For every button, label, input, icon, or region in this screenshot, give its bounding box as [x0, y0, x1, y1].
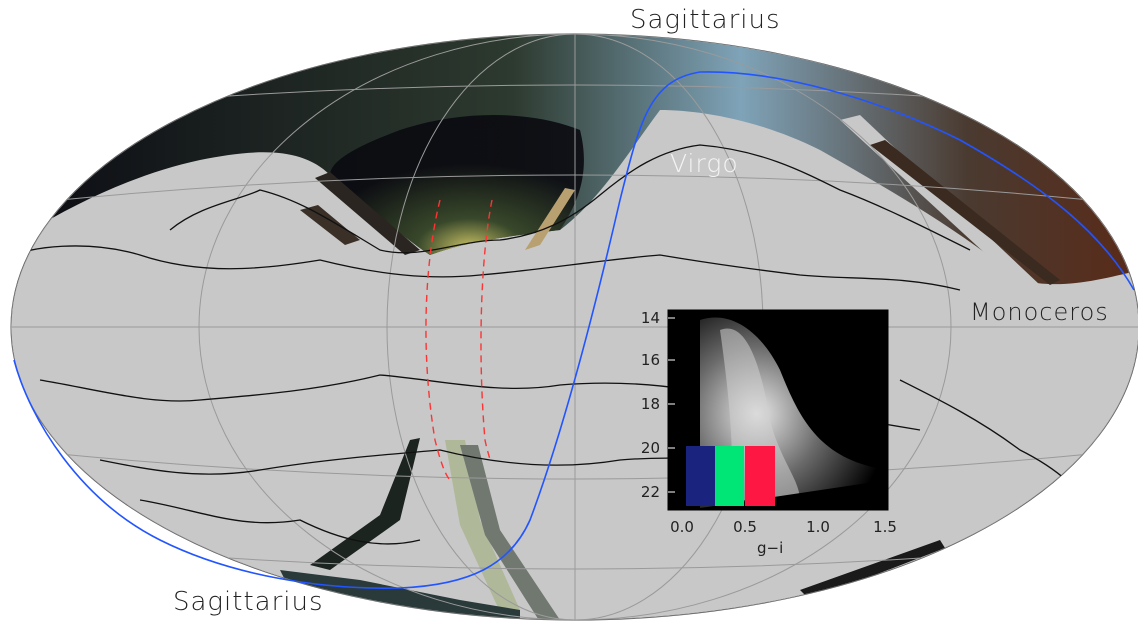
inset-x-tick-label: 0.5: [733, 518, 757, 536]
north-stripe: [870, 140, 1060, 285]
inset-y-tick-label: 16: [641, 351, 660, 369]
inset-y-ticks: 14 16 18 20 22: [641, 309, 675, 501]
south-stripe: [460, 445, 560, 620]
north-stripe: [315, 172, 420, 255]
inset-y-tick-label: 14: [641, 309, 660, 327]
inset-xlabel: g−i: [757, 539, 783, 557]
inset-x-tick-label: 0.0: [670, 518, 694, 536]
inset-y-tick-label: 18: [641, 395, 660, 413]
red-dashed-curves: [425, 199, 493, 481]
label-sagittarius-top: Sagittarius: [630, 5, 781, 35]
south-stripe: [310, 438, 420, 570]
inset-y-tick-label: 22: [641, 483, 660, 501]
north-glow: [330, 115, 584, 255]
inset-y-tick-label: 20: [641, 439, 660, 457]
inset-x-ticks: 0.0 0.5 1.0 1.5: [670, 518, 897, 536]
north-stripe: [300, 205, 360, 245]
inset-x-tick-label: 1.0: [806, 518, 830, 536]
label-sagittarius-bottom: Sagittarius: [173, 587, 324, 617]
inset-plot: 14 16 18 20 22 0.0 0.5 1.0 1.5 g−i: [641, 309, 897, 557]
label-virgo: Virgo: [670, 149, 739, 178]
inset-x-tick-label: 1.5: [873, 518, 897, 536]
south-stripe: [800, 540, 945, 600]
color-box-blue: [686, 446, 715, 506]
ecliptic-curve: [13, 71, 1135, 589]
inset-frame: [667, 309, 889, 511]
label-monoceros: Monoceros: [970, 298, 1109, 326]
north-stripe: [525, 188, 575, 250]
color-box-green: [715, 446, 744, 506]
color-box-red: [745, 446, 775, 506]
